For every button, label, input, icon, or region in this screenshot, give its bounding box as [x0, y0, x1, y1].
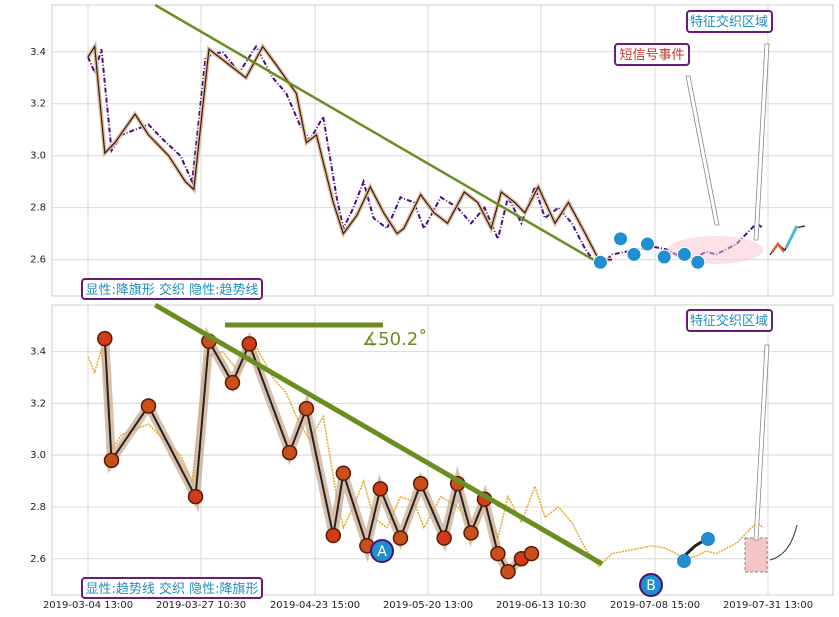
top-panel-frame	[51, 4, 834, 297]
x-tick-label: 2019-05-20 13:00	[383, 600, 473, 611]
signal-marker	[676, 246, 692, 262]
x-tick-label: 2019-07-08 15:00	[610, 600, 700, 611]
signal-marker	[613, 231, 629, 247]
point-label-marker	[370, 539, 394, 563]
trend-line-bottom	[153, 302, 604, 567]
zigzag-series	[87, 44, 613, 261]
projection-red	[771, 241, 785, 253]
bottom-caption-box: 显性:趋势线 交织 隐性:降旗形	[81, 577, 263, 599]
signal-marker	[656, 249, 672, 265]
top-panel-y-ticks: 2.6 2.8 3.0 3.2 3.4	[30, 47, 46, 266]
top-panel-series	[86, 3, 764, 269]
x-tick-label: 2019-06-13 10:30	[496, 600, 586, 611]
y-tick-label: 3.0	[30, 151, 46, 162]
bottom-panel-series: AB	[87, 302, 798, 597]
pivot-marker	[436, 530, 452, 546]
pivot-marker	[372, 481, 389, 497]
y-tick-label: 3.2	[30, 99, 46, 110]
y-tick-label: 2.6	[30, 255, 46, 266]
point-label: A	[377, 544, 387, 560]
svg-text:显性:趋势线 交织 隐性:降旗形: 显性:趋势线 交织 隐性:降旗形	[85, 581, 258, 597]
x-axis-ticks: 2019-03-04 13:00 2019-03-27 10:30 2019-04-…	[43, 600, 813, 611]
signal-marker	[592, 254, 608, 270]
y-tick-label: 3.0	[30, 450, 46, 461]
pivot-marker	[140, 398, 157, 414]
y-tick-label: 2.8	[30, 203, 46, 214]
signal-marker-bottom	[677, 554, 691, 568]
feature-zone-annotation-bottom: 特征交织区域	[686, 309, 773, 541]
pivot-marker	[335, 465, 352, 482]
x-tick-label: 2019-03-04 13:00	[43, 600, 133, 611]
signal-marker	[639, 236, 655, 252]
signal-marker	[626, 246, 642, 262]
bottom-panel-frame	[51, 304, 834, 596]
trend-line	[154, 3, 603, 266]
pivot-marker	[523, 545, 540, 562]
point-label: B	[646, 578, 656, 594]
pivot-marker	[463, 525, 479, 541]
pivot-marker	[103, 452, 120, 469]
pivot-marker	[224, 374, 241, 391]
pivot-marker	[500, 563, 516, 580]
point-label-marker	[639, 573, 663, 597]
signal-marker	[690, 254, 706, 270]
y-tick-label: 3.2	[30, 398, 46, 409]
y-tick-label: 3.4	[30, 47, 46, 58]
top-panel-markers	[592, 225, 806, 270]
angle-label: ∡50.2˚	[362, 329, 427, 350]
x-tick-label: 2019-03-27 10:30	[156, 600, 246, 611]
pivot-marker	[281, 444, 298, 461]
top-caption-box: 显性:降旗形 交织 隐性:趋势线	[81, 278, 263, 300]
pivot-marker	[298, 400, 315, 417]
pivot-marker	[325, 527, 342, 544]
price-series-bottom	[87, 344, 764, 568]
signal-marker-bottom	[701, 532, 715, 546]
projection-path	[769, 225, 806, 256]
short-signal-annotation: 短信号事件	[614, 43, 720, 226]
projection-blue	[784, 225, 799, 249]
y-tick-label: 2.6	[30, 554, 46, 565]
pivot-marker	[187, 488, 204, 505]
feature-zone-box	[744, 537, 768, 573]
svg-text:特征交织区域: 特征交织区域	[690, 313, 768, 329]
x-tick-label: 2019-04-23 15:00	[270, 600, 360, 611]
y-tick-label: 2.8	[30, 502, 46, 513]
pivot-marker	[490, 545, 506, 562]
feature-zone-annotation-top: 特征交织区域	[686, 10, 773, 241]
bottom-panel-grid	[52, 305, 833, 595]
pivot-marker	[97, 330, 113, 347]
projection-arrow	[769, 524, 798, 561]
x-tick-label: 2019-07-31 13:00	[723, 600, 813, 611]
pivot-marker	[392, 530, 409, 546]
pivot-marker	[412, 475, 429, 492]
price-series	[87, 44, 764, 269]
svg-text:特征交织区域: 特征交织区域	[690, 14, 768, 30]
bottom-panel-y-ticks: 2.6 2.8 3.0 3.2 3.4	[30, 347, 46, 565]
y-tick-label: 3.4	[30, 347, 46, 358]
pivot-marker	[241, 336, 258, 352]
svg-text:短信号事件: 短信号事件	[619, 48, 684, 63]
svg-text:显性:降旗形 交织 隐性:趋势线: 显性:降旗形 交织 隐性:趋势线	[85, 282, 258, 298]
